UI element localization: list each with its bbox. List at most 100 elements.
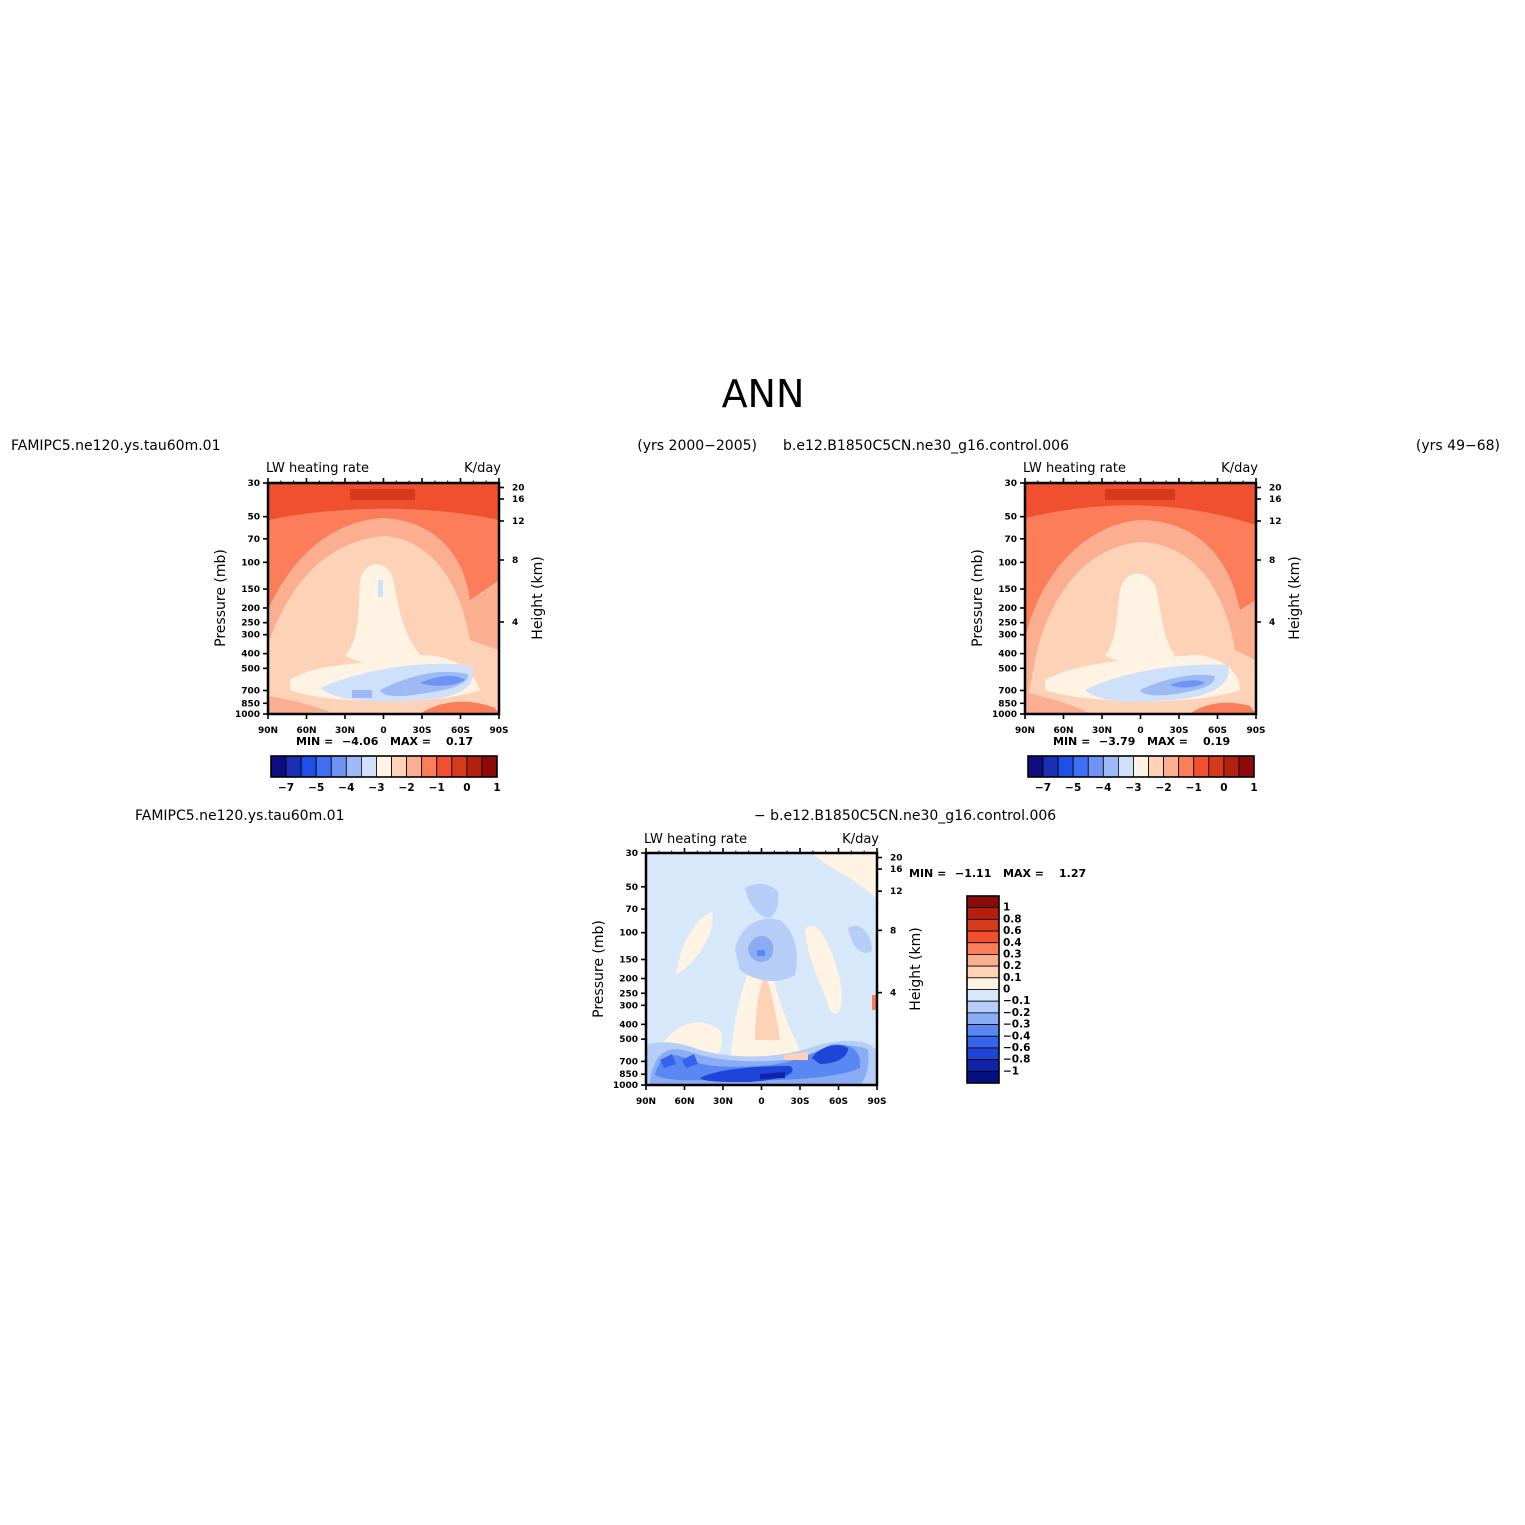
colorbar-box — [360, 755, 377, 778]
colorbar-box — [1087, 755, 1104, 778]
y2-axis-title-a: Height (km) — [530, 556, 546, 639]
x-tick-label: 0 — [380, 726, 386, 736]
y2-tick-label: 20 — [1269, 484, 1282, 494]
y-tick-label: 250 — [998, 619, 1017, 629]
colorbar-box — [966, 918, 1000, 932]
colorbar-outline — [270, 755, 498, 778]
y-tick-label: 50 — [625, 883, 638, 893]
y-tick-label: 250 — [241, 619, 260, 629]
colorbar-box — [966, 965, 1000, 979]
colorbar-box — [1133, 755, 1149, 778]
colorbar-label: 0 — [1220, 782, 1227, 794]
y2-tick-label: 12 — [1269, 517, 1282, 527]
max-value-c: 1.27 — [1059, 867, 1086, 880]
colorbar-label: 0.2 — [1003, 960, 1022, 972]
x-tick-label: 30N — [1092, 726, 1112, 736]
min-value-c: −1.11 — [955, 867, 991, 880]
colorbar-label: 0.3 — [1003, 948, 1022, 960]
colorbar-box — [270, 755, 287, 778]
y2-tick-label: 8 — [890, 926, 896, 936]
colorbar-label: 0.4 — [1003, 937, 1022, 949]
y-tick-label: 30 — [625, 849, 638, 859]
min-label-a: MIN = — [296, 735, 333, 748]
x-tick-label: 90N — [1015, 726, 1035, 736]
colorbar-box — [1238, 755, 1255, 778]
y-tick-label: 100 — [998, 558, 1017, 568]
colorbar-box — [285, 755, 302, 778]
colorbar-label: −7 — [1035, 782, 1051, 794]
units-label-b: K/day — [1221, 461, 1258, 476]
contour-field-a — [268, 483, 499, 714]
y2-tick-label: 12 — [890, 887, 903, 897]
y2-tick-label: 8 — [1269, 556, 1275, 566]
y-tick-label: 1000 — [613, 1081, 638, 1091]
colorbar-label: −0.1 — [1003, 995, 1030, 1007]
y-tick-label: 70 — [625, 905, 638, 915]
y-tick-label: 400 — [619, 1020, 638, 1030]
colorbar-box — [300, 755, 317, 778]
x-tick-label: 90S — [489, 726, 508, 736]
y-tick-label: 400 — [998, 650, 1017, 660]
colorbar-box — [406, 755, 423, 778]
x-ticks-c: 90N 60N 30N 0 30S 60S 90S — [636, 848, 887, 1107]
x-tick-label: 90S — [867, 1097, 886, 1107]
y2-tick-label: 4 — [890, 989, 896, 999]
colorbar-label: 1 — [493, 782, 500, 794]
x-tick-label: 0 — [1137, 726, 1143, 736]
y-tick-label: 250 — [619, 989, 638, 999]
y-tick-label: 30 — [247, 479, 260, 489]
colorbar-outline — [1027, 755, 1255, 778]
colorbar-box — [451, 755, 468, 778]
y-tick-label: 500 — [619, 1035, 638, 1045]
x-tick-label: 60S — [1208, 726, 1227, 736]
colorbar-label: 0 — [1003, 984, 1010, 996]
diff-case-name-a: FAMIPC5.ne120.ys.tau60m.01 — [135, 808, 344, 824]
y-tick-label: 50 — [247, 513, 260, 523]
variable-label-a: LW heating rate — [266, 461, 369, 476]
colorbar-label: 0.6 — [1003, 925, 1022, 937]
colorbar-outline — [966, 895, 1000, 1084]
colorbar-label: −0.2 — [1003, 1007, 1030, 1019]
colorbar-box — [1042, 755, 1059, 778]
min-value-a: −4.06 — [342, 735, 379, 748]
colorbar-box — [421, 755, 438, 778]
max-value-a: 0.17 — [446, 735, 473, 748]
colorbar-label: −3 — [368, 782, 384, 794]
variable-label-c: LW heating rate — [644, 832, 747, 847]
y-tick-label: 1000 — [992, 710, 1017, 720]
y2-tick-label: 4 — [1269, 618, 1275, 628]
colorbar-label: −0.4 — [1003, 1030, 1030, 1042]
max-label-c: MAX = — [1003, 867, 1044, 880]
y2-axis-title-b: Height (km) — [1287, 556, 1303, 639]
colorbar-label: −2 — [399, 782, 415, 794]
contour-field-b — [1025, 483, 1256, 714]
y-tick-label: 150 — [619, 955, 638, 965]
y-axis-title-c: Pressure (mb) — [591, 920, 607, 1018]
max-value-b: 0.19 — [1203, 735, 1230, 748]
colorbar-box — [966, 1070, 1000, 1084]
colorbar-c: 10.80.60.40.30.20.10−0.1−0.2−0.3−0.4−0.6… — [966, 895, 1030, 1084]
colorbar-box — [966, 942, 1000, 955]
colorbar-box — [966, 930, 1000, 944]
colorbar-box — [1223, 755, 1240, 778]
y2-tick-label: 12 — [512, 517, 525, 527]
y2-tick-label: 20 — [512, 484, 525, 494]
y-tick-label: 700 — [619, 1057, 638, 1067]
y-tick-label: 70 — [1004, 535, 1017, 545]
colorbar-box — [1027, 755, 1044, 778]
colorbar-label: −1 — [1186, 782, 1202, 794]
colorbar-box — [1178, 755, 1195, 778]
y-tick-label: 700 — [998, 687, 1017, 697]
years-left: (yrs 2000−2005) — [637, 438, 757, 454]
colorbar-label: −1 — [429, 782, 445, 794]
colorbar-label: −7 — [278, 782, 294, 794]
y2-tick-label: 4 — [512, 618, 518, 628]
